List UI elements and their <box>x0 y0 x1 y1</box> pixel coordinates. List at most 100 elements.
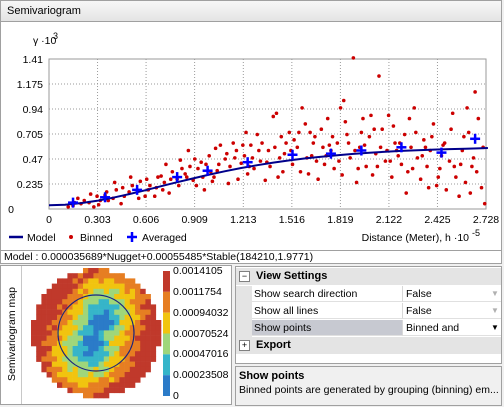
map-cell <box>36 351 42 357</box>
map-cell <box>98 304 105 310</box>
binned-point <box>167 191 171 195</box>
map-cell <box>124 320 131 326</box>
averaged-point <box>287 149 298 160</box>
map-cell <box>62 382 68 388</box>
binned-point <box>319 127 324 132</box>
map-cell <box>62 372 68 378</box>
map-cell <box>83 382 89 388</box>
binned-point <box>372 127 376 132</box>
property-name[interactable]: Show all lines <box>252 303 403 319</box>
map-cell <box>36 356 42 362</box>
binned-point <box>410 166 415 171</box>
map-cell <box>72 283 79 290</box>
map-cell <box>88 283 94 290</box>
binned-point <box>159 174 163 178</box>
map-cell <box>88 294 94 300</box>
map-cell <box>150 340 157 347</box>
binned-point <box>321 145 325 150</box>
map-cell <box>155 330 162 336</box>
binned-point <box>468 191 473 195</box>
binned-point <box>119 201 123 206</box>
property-value[interactable]: Binned and Averaged <box>403 320 501 350</box>
property-row[interactable]: Show search direction False ▼ <box>236 286 501 303</box>
binned-point <box>274 111 279 116</box>
map-cell <box>119 304 125 310</box>
dropdown-arrow-icon[interactable]: ▼ <box>491 323 499 332</box>
binned-point <box>348 156 352 160</box>
map-cell <box>150 314 157 321</box>
map-cell <box>114 325 120 331</box>
map-cell <box>140 346 146 352</box>
binned-point <box>252 166 256 171</box>
map-cell <box>114 278 120 284</box>
property-name[interactable]: Show search direction <box>252 286 403 302</box>
map-cell <box>57 283 63 290</box>
map-cell <box>103 325 110 331</box>
map-cell <box>46 299 53 305</box>
map-cell <box>67 335 73 342</box>
dropdown-arrow-icon[interactable]: ▼ <box>491 289 499 298</box>
map-cell <box>51 299 58 305</box>
semivariogram-map-surface[interactable] <box>1 266 233 404</box>
map-cell <box>140 325 146 331</box>
semivariogram-chart[interactable]: 0 0.303 0.606 0.909 1.213 1.516 1.819 2.122 2.42… <box>1 22 501 250</box>
map-cell <box>62 299 68 305</box>
map-cell <box>51 340 58 347</box>
property-row[interactable]: Show all lines False ▼ <box>236 303 501 320</box>
map-cell <box>109 346 115 352</box>
map-cell <box>88 273 94 279</box>
semivariogram-chart-panel[interactable]: 0 0.303 0.606 0.909 1.213 1.516 1.819 2.122 2.42… <box>0 22 502 250</box>
map-cell <box>62 351 68 357</box>
map-cell <box>62 377 68 383</box>
map-cell <box>145 335 151 342</box>
map-cell <box>150 309 157 316</box>
category-view-settings[interactable]: − View Settings <box>236 268 501 285</box>
binned-point <box>183 172 187 176</box>
map-cell <box>119 320 125 326</box>
binned-point <box>112 180 117 185</box>
binned-point <box>192 157 197 161</box>
property-value[interactable]: False <box>403 303 501 319</box>
semivariogram-map-panel[interactable]: Semivariogram map 0.0014105 0.0011754 0.00… <box>0 265 232 405</box>
map-cell <box>135 356 141 362</box>
binned-point <box>226 181 231 186</box>
expand-toggle-icon[interactable]: + <box>239 340 250 351</box>
map-cell <box>119 387 125 394</box>
map-cell <box>145 325 151 331</box>
binned-point <box>277 156 282 160</box>
map-cell <box>77 320 84 326</box>
map-cell <box>98 366 105 373</box>
property-grid[interactable]: − View Settings Show search direction Fal… <box>235 266 502 364</box>
binned-point <box>281 169 285 174</box>
binned-point <box>202 188 207 192</box>
map-cell <box>129 278 136 284</box>
binned-point <box>120 185 125 190</box>
binned-point <box>170 169 175 174</box>
averaged-point <box>100 192 111 203</box>
map-cell <box>93 273 99 279</box>
category-export[interactable]: + Export <box>236 337 501 354</box>
legend-value-label: 0.0011754 <box>173 285 222 298</box>
binned-point <box>466 130 471 135</box>
dropdown-arrow-icon[interactable]: ▼ <box>491 306 499 315</box>
map-cell <box>88 330 94 336</box>
property-value[interactable]: False <box>403 286 501 302</box>
property-name[interactable]: Show points <box>252 320 403 336</box>
map-cell <box>51 377 58 383</box>
map-cell <box>135 340 141 347</box>
map-cell <box>41 320 47 326</box>
map-cell <box>57 288 63 295</box>
map-cell <box>36 309 42 316</box>
map-cell <box>41 309 47 316</box>
binned-point <box>407 116 412 121</box>
map-cell <box>114 366 120 373</box>
map-cell <box>114 335 120 342</box>
map-cell <box>124 304 131 310</box>
collapse-toggle-icon[interactable]: − <box>239 271 250 282</box>
map-cell <box>145 340 151 347</box>
binned-point <box>249 143 253 147</box>
map-cell <box>119 356 125 362</box>
y-tick-label: 0.47 <box>23 154 44 166</box>
map-cell <box>93 387 99 394</box>
